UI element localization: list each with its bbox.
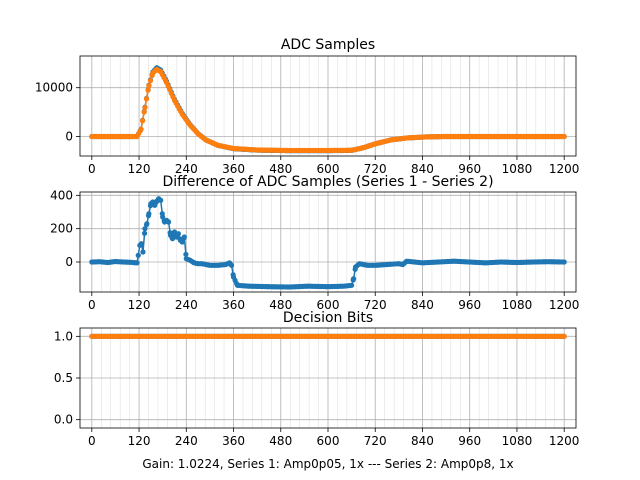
data-point bbox=[561, 333, 567, 339]
plot-area bbox=[76, 327, 577, 432]
data-point bbox=[561, 259, 567, 265]
y-tick-label: 200 bbox=[50, 222, 73, 236]
x-tick-label: 120 bbox=[128, 434, 151, 448]
x-tick-label: 1200 bbox=[549, 434, 580, 448]
x-tick-label: 1200 bbox=[549, 162, 580, 176]
data-point bbox=[183, 251, 189, 257]
x-tick-label: 960 bbox=[458, 162, 481, 176]
y-tick-labels: 0 10000 bbox=[35, 81, 73, 144]
x-tick-label: 1200 bbox=[549, 298, 580, 312]
data-point bbox=[350, 276, 357, 282]
x-tick-label: 240 bbox=[175, 298, 198, 312]
axes-frame bbox=[79, 191, 577, 293]
data-point bbox=[139, 118, 146, 124]
data-point bbox=[134, 260, 140, 266]
data-point bbox=[561, 133, 567, 140]
data-point bbox=[138, 241, 145, 247]
x-tick-label: 840 bbox=[411, 298, 434, 312]
x-tick-label: 0 bbox=[88, 162, 96, 176]
x-tick-label: 600 bbox=[317, 434, 340, 448]
y-tick-labels: 0.0 0.5 1.0 bbox=[54, 329, 73, 426]
x-tick-label: 480 bbox=[269, 298, 292, 312]
data-point bbox=[146, 211, 152, 217]
y-tick-label: 0.0 bbox=[54, 413, 73, 427]
x-tick-label: 360 bbox=[222, 298, 245, 312]
chart-title: Decision Bits bbox=[283, 310, 373, 326]
data-point bbox=[165, 219, 172, 225]
x-tick-label: 600 bbox=[317, 298, 340, 312]
y-tick-label: 0 bbox=[65, 129, 73, 143]
data-point bbox=[181, 234, 187, 240]
x-tick-label: 720 bbox=[364, 298, 387, 312]
x-tick-label: 840 bbox=[411, 162, 434, 176]
data-point bbox=[175, 231, 182, 237]
x-tick-label: 120 bbox=[128, 298, 151, 312]
x-tick-labels: 0 120 240 360 480 600 720 840 960 1080 1200 bbox=[88, 298, 579, 312]
data-point bbox=[142, 226, 148, 232]
chart-title: ADC Samples bbox=[281, 37, 375, 53]
data-point bbox=[158, 197, 164, 203]
y-tick-label: 10000 bbox=[35, 81, 73, 95]
data-point bbox=[147, 78, 154, 84]
chart-difference: Difference of ADC Samples (Series 1 - Se… bbox=[50, 174, 579, 312]
data-point bbox=[228, 262, 235, 268]
y-tick-label: 0.5 bbox=[54, 371, 73, 385]
x-tick-label: 360 bbox=[222, 162, 245, 176]
axes-frame bbox=[79, 327, 577, 429]
y-tick-label: 0 bbox=[65, 255, 73, 269]
x-tick-label: 480 bbox=[269, 434, 292, 448]
x-tick-label: 240 bbox=[175, 434, 198, 448]
x-tick-label: 960 bbox=[458, 298, 481, 312]
data-point bbox=[144, 221, 150, 227]
x-tick-label: 600 bbox=[317, 162, 340, 176]
x-tick-labels: 0 120 240 360 480 600 720 840 960 1080 1200 bbox=[88, 162, 579, 176]
axes-frame bbox=[79, 55, 577, 157]
x-tick-label: 240 bbox=[175, 162, 198, 176]
data-point bbox=[135, 252, 141, 258]
y-tick-label: 1.0 bbox=[54, 329, 73, 343]
data-point bbox=[140, 249, 146, 255]
data-point bbox=[138, 126, 144, 133]
data-point bbox=[142, 105, 148, 111]
x-tick-label: 120 bbox=[128, 162, 151, 176]
series-markers bbox=[89, 66, 567, 154]
series-markers bbox=[89, 333, 567, 339]
x-tick-label: 1080 bbox=[502, 162, 533, 176]
data-point bbox=[179, 239, 185, 245]
chart-adc-samples: ADC Samples 0 10000 0 120 240 360 480 600 720 84… bbox=[35, 37, 580, 176]
plot-area bbox=[76, 55, 577, 160]
data-point bbox=[145, 87, 151, 93]
x-tick-label: 1080 bbox=[502, 298, 533, 312]
x-tick-label: 360 bbox=[222, 434, 245, 448]
plot-area bbox=[76, 191, 577, 296]
data-point bbox=[349, 282, 355, 288]
data-point bbox=[160, 214, 166, 220]
x-tick-label: 720 bbox=[364, 434, 387, 448]
data-point bbox=[169, 236, 176, 242]
series-markers bbox=[89, 196, 567, 290]
data-point bbox=[141, 230, 148, 236]
x-tick-label: 480 bbox=[269, 162, 292, 176]
y-tick-label: 400 bbox=[50, 188, 73, 202]
x-tick-label: 0 bbox=[88, 298, 96, 312]
footer-caption: Gain: 1.0224, Series 1: Amp0p05, 1x --- … bbox=[142, 457, 513, 471]
data-point bbox=[141, 109, 147, 115]
data-point bbox=[143, 96, 150, 102]
x-tick-label: 0 bbox=[88, 434, 96, 448]
x-tick-label: 1080 bbox=[502, 434, 533, 448]
chart-title: Difference of ADC Samples (Series 1 - Se… bbox=[162, 174, 493, 190]
y-tick-labels: 0 200 400 bbox=[50, 188, 73, 269]
data-point bbox=[146, 83, 152, 89]
x-tick-label: 720 bbox=[364, 162, 387, 176]
chart-decision-bits: Decision Bits 0.0 0.5 1.0 0 120 240 360 480 600… bbox=[54, 310, 580, 448]
x-tick-label: 960 bbox=[458, 434, 481, 448]
x-tick-labels: 0 120 240 360 480 600 720 840 960 1080 1200 bbox=[88, 434, 579, 448]
x-tick-label: 840 bbox=[411, 434, 434, 448]
